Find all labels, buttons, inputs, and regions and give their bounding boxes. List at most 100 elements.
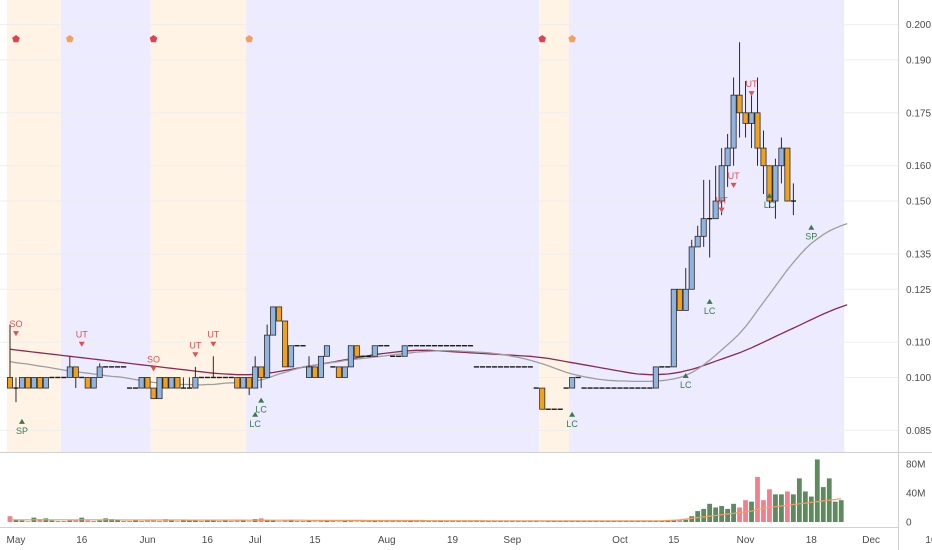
candle[interactable]	[700, 179, 707, 247]
candle[interactable]	[282, 320, 289, 368]
volume-bar	[749, 501, 754, 522]
candle[interactable]	[264, 324, 271, 378]
candle-body	[138, 377, 145, 389]
candle[interactable]	[240, 377, 247, 389]
candle[interactable]	[270, 306, 277, 336]
candle[interactable]	[276, 306, 283, 322]
candle[interactable]	[682, 268, 689, 311]
candle[interactable]	[371, 345, 378, 357]
candle[interactable]	[760, 130, 767, 194]
candle[interactable]	[96, 363, 103, 378]
candle[interactable]	[790, 183, 796, 216]
candle[interactable]	[36, 377, 43, 389]
candle[interactable]	[288, 345, 295, 368]
candle[interactable]	[162, 377, 169, 389]
candle-body	[401, 345, 408, 357]
candle[interactable]	[42, 377, 49, 389]
candle[interactable]	[688, 239, 695, 290]
volume-bar	[133, 520, 138, 522]
candle[interactable]	[353, 345, 360, 357]
candle[interactable]	[90, 377, 97, 389]
candle-body	[174, 377, 181, 389]
date-axis-labels: May 16 Jun 16 Jul 15 Aug 19 Sep Oct 15 Nov 18 Dec 16	[7, 535, 932, 546]
candle[interactable]	[694, 225, 701, 248]
volume-bar	[551, 521, 557, 522]
signal-label: LC	[764, 200, 776, 210]
candle[interactable]	[180, 377, 187, 389]
candle[interactable]	[138, 377, 145, 389]
candle[interactable]	[72, 366, 79, 389]
candle[interactable]	[742, 81, 749, 138]
candle[interactable]	[778, 137, 785, 184]
candle[interactable]	[168, 377, 175, 389]
candle[interactable]	[676, 288, 683, 311]
candle-body	[341, 366, 348, 378]
candle[interactable]	[754, 77, 761, 166]
candle-body	[676, 288, 683, 311]
candle[interactable]	[13, 377, 19, 403]
candle[interactable]	[335, 366, 342, 378]
volume-bar	[55, 521, 61, 522]
signal-arrow-up	[808, 224, 815, 230]
volume-bar	[563, 521, 569, 522]
candle[interactable]	[539, 387, 546, 410]
candle[interactable]	[66, 356, 73, 378]
candle[interactable]	[401, 345, 408, 357]
candle[interactable]	[24, 377, 31, 389]
volume-bar	[61, 521, 67, 522]
candle-body	[539, 387, 546, 410]
volume-bar	[181, 519, 186, 522]
candle[interactable]	[736, 42, 743, 138]
volume-bar	[450, 521, 455, 522]
candle-body	[353, 345, 360, 357]
volume-bar	[288, 519, 294, 522]
candle[interactable]	[174, 377, 181, 389]
candle[interactable]	[311, 366, 318, 378]
candle[interactable]	[156, 377, 163, 400]
candle[interactable]	[186, 377, 192, 389]
candle[interactable]	[569, 377, 576, 389]
volume-bar	[725, 508, 730, 522]
candle[interactable]	[652, 366, 659, 389]
candle[interactable]	[712, 165, 719, 220]
candle[interactable]	[246, 377, 253, 396]
volume-bar	[276, 521, 282, 522]
price-tick-label: 0.110	[906, 338, 931, 349]
candle[interactable]	[30, 377, 37, 389]
candle[interactable]	[784, 147, 791, 202]
candle[interactable]	[670, 288, 677, 368]
candle[interactable]	[234, 377, 241, 389]
candle[interactable]	[18, 377, 25, 389]
candle[interactable]	[258, 366, 265, 389]
candle[interactable]	[305, 356, 312, 378]
candle[interactable]	[84, 377, 91, 389]
candle[interactable]	[252, 356, 259, 389]
volume-bar	[366, 521, 372, 522]
candle[interactable]	[317, 355, 324, 378]
candle-body	[700, 218, 707, 237]
volume-bar	[838, 500, 844, 522]
candle[interactable]	[341, 366, 348, 378]
candle[interactable]	[347, 345, 354, 368]
candle[interactable]	[730, 77, 737, 166]
candle[interactable]	[192, 366, 199, 389]
signal-sp-1: SP	[16, 418, 28, 436]
candle-body	[84, 377, 91, 389]
candle[interactable]	[210, 356, 216, 379]
candle-body	[694, 235, 701, 248]
candle[interactable]	[150, 387, 157, 400]
candle[interactable]	[707, 179, 713, 258]
volume-bar	[641, 521, 647, 522]
price-candles[interactable]	[7, 42, 796, 410]
candle[interactable]	[766, 165, 773, 209]
candle[interactable]	[718, 148, 725, 216]
candle[interactable]	[748, 95, 755, 149]
candle[interactable]	[7, 324, 13, 389]
candle[interactable]	[772, 158, 779, 219]
candle[interactable]	[323, 345, 330, 357]
candle[interactable]	[724, 133, 731, 187]
candle[interactable]	[144, 377, 151, 389]
volume-bar	[695, 511, 701, 522]
price-axis-labels: 0.200 0.190 0.175 0.160 0.150 0.135 0.125 0.110…	[906, 20, 931, 437]
